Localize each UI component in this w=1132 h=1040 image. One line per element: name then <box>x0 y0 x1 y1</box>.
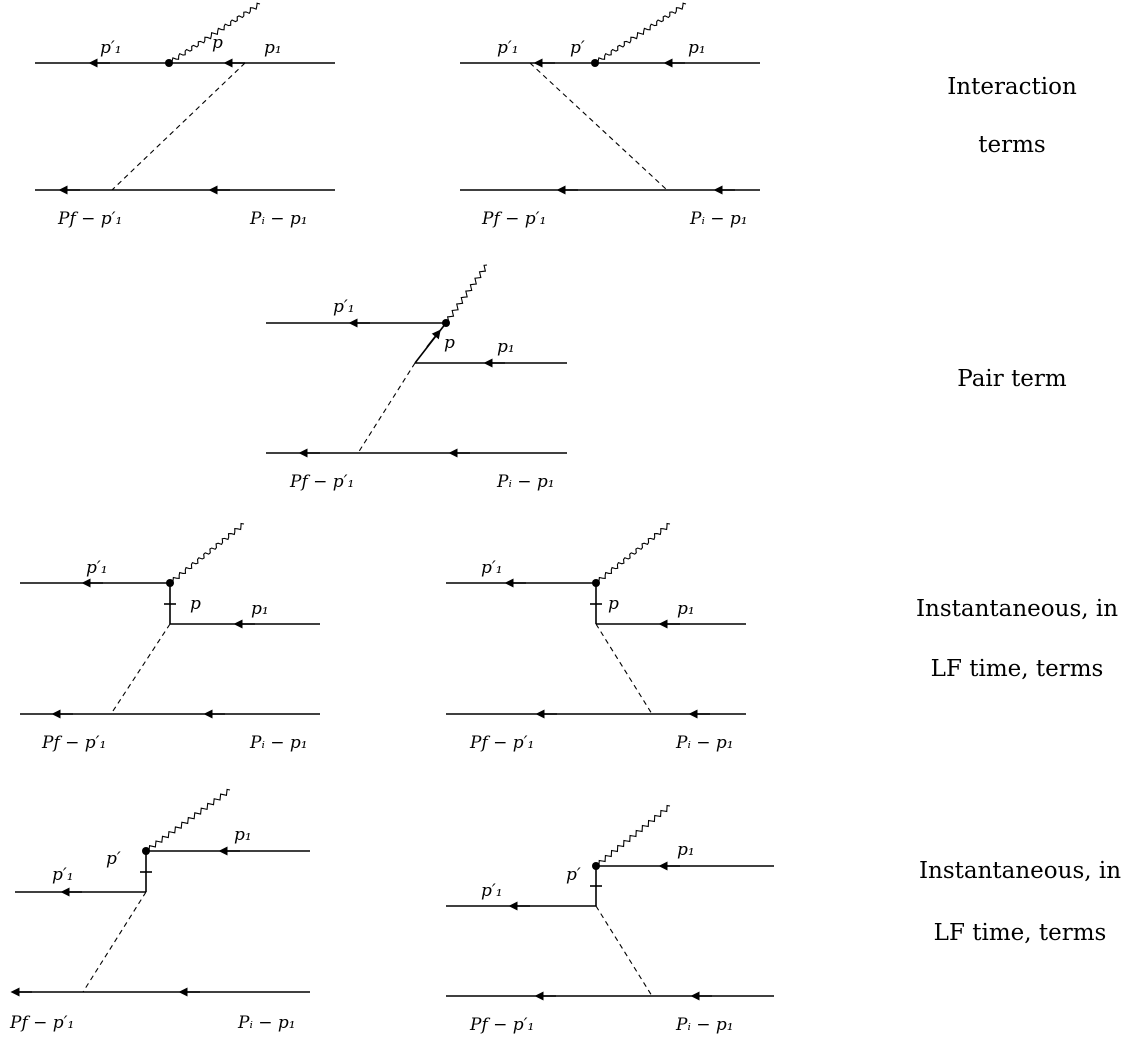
caption-line: Instantaneous, in <box>919 858 1121 884</box>
caption-line: Pair term <box>957 366 1067 392</box>
label-p1-prime: p′₁ <box>52 865 74 885</box>
label-pi-minus-p1: Pᵢ − p₁ <box>249 733 308 753</box>
diagram-interaction-a: p′₁ p p₁ Pf − p′₁ Pᵢ − p₁ <box>35 2 335 229</box>
label-p: p <box>212 33 223 53</box>
label-pi-minus-p1: Pᵢ − p₁ <box>496 472 555 492</box>
label-p1: p₁ <box>677 599 695 619</box>
label-p1-prime: p′₁ <box>497 38 519 58</box>
caption-line: LF time, terms <box>931 656 1104 682</box>
label-pf-minus-p1-prime: Pf − p′₁ <box>57 209 122 229</box>
label-p: p <box>190 594 201 614</box>
label-pf-minus-p1-prime: Pf − p′₁ <box>469 1015 534 1035</box>
caption-line: terms <box>978 132 1045 158</box>
label-p-prime: p′ <box>106 849 121 869</box>
vertex-dot <box>166 579 174 587</box>
caption-pair-term: Pair term <box>957 366 1067 392</box>
photon-line <box>145 788 231 853</box>
label-p1: p₁ <box>677 840 695 860</box>
caption-interaction-terms: Interaction terms <box>947 74 1077 158</box>
spectator-propagator <box>529 62 668 191</box>
label-p1-prime: p′₁ <box>481 881 503 901</box>
diagram-instantaneous-b: p′₁ p p₁ Pf − p′₁ Pᵢ − p₁ <box>446 522 746 753</box>
label-p-prime: p′ <box>570 38 585 58</box>
label-p1-prime: p′₁ <box>333 297 355 317</box>
spectator-propagator <box>595 905 653 997</box>
vertex-dot <box>592 579 600 587</box>
photon-line <box>595 522 671 585</box>
diagram-pair-term: p′₁ p p₁ Pf − p′₁ Pᵢ − p₁ <box>266 264 567 492</box>
spectator-propagator <box>111 62 246 191</box>
vertex-dot <box>165 59 173 67</box>
label-p: p <box>608 594 619 614</box>
label-p1: p₁ <box>234 825 252 845</box>
spectator-propagator <box>595 623 653 715</box>
photon-line <box>168 2 261 65</box>
diagram-instantaneous-a: p′₁ p p₁ Pf − p′₁ Pᵢ − p₁ <box>20 522 320 753</box>
vertex-dot <box>591 59 599 67</box>
spectator-propagator <box>357 362 416 454</box>
caption-line: Instantaneous, in <box>916 596 1118 622</box>
photon-line <box>595 804 671 868</box>
label-pf-minus-p1-prime: Pf − p′₁ <box>41 733 106 753</box>
diagram-interaction-b: p′₁ p′ p₁ Pf − p′₁ Pᵢ − p₁ <box>460 2 760 229</box>
label-p-prime: p′ <box>566 865 581 885</box>
label-pi-minus-p1: Pᵢ − p₁ <box>237 1013 296 1033</box>
label-p1: p₁ <box>264 38 282 58</box>
label-pf-minus-p1-prime: Pf − p′₁ <box>469 733 534 753</box>
label-pf-minus-p1-prime: Pf − p′₁ <box>481 209 546 229</box>
label-p1: p₁ <box>688 38 706 58</box>
caption-line: Interaction <box>947 74 1077 100</box>
label-p1: p₁ <box>251 599 269 619</box>
spectator-propagator <box>110 623 171 715</box>
label-p1-prime: p′₁ <box>100 38 122 58</box>
label-pi-minus-p1: Pᵢ − p₁ <box>249 209 308 229</box>
arrow <box>426 329 441 348</box>
photon-line <box>594 2 687 65</box>
caption-instantaneous-terms-1: Instantaneous, in LF time, terms <box>916 596 1118 682</box>
label-p1-prime: p′₁ <box>481 558 503 578</box>
label-pi-minus-p1: Pᵢ − p₁ <box>675 733 734 753</box>
diagram-instantaneous-d: p′₁ p′ p₁ Pf − p′₁ Pᵢ − p₁ <box>446 804 774 1035</box>
label-pi-minus-p1: Pᵢ − p₁ <box>689 209 748 229</box>
label-pi-minus-p1: Pᵢ − p₁ <box>675 1015 734 1035</box>
vertex-dot <box>142 847 150 855</box>
label-p1: p₁ <box>497 337 515 357</box>
vertex-dot <box>592 862 600 870</box>
vertex-dot <box>442 319 450 327</box>
label-p: p <box>444 333 455 353</box>
photon-line <box>169 522 245 585</box>
label-pf-minus-p1-prime: Pf − p′₁ <box>289 472 354 492</box>
diagram-instantaneous-c: p′₁ p′ p₁ Pf − p′₁ Pᵢ − p₁ <box>9 788 310 1033</box>
label-pf-minus-p1-prime: Pf − p′₁ <box>9 1013 74 1033</box>
photon-line <box>445 264 488 324</box>
label-p1-prime: p′₁ <box>86 558 108 578</box>
caption-instantaneous-terms-2: Instantaneous, in LF time, terms <box>919 858 1121 946</box>
spectator-propagator <box>82 891 147 993</box>
caption-line: LF time, terms <box>934 920 1107 946</box>
